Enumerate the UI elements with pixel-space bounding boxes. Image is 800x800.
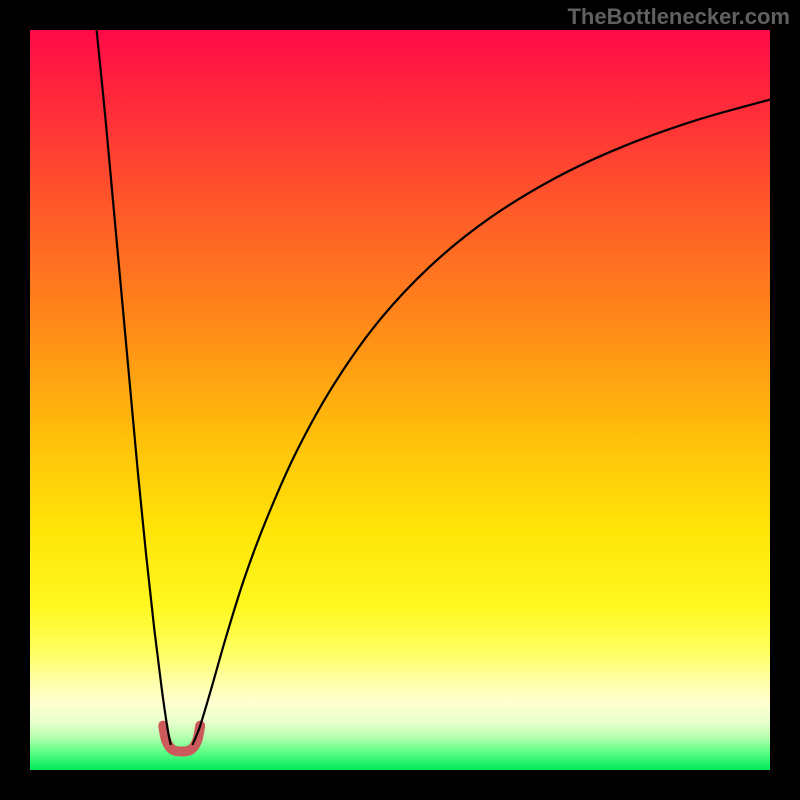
plot-area <box>30 30 770 770</box>
curve-left-branch <box>97 30 171 744</box>
watermark-text: TheBottlenecker.com <box>567 4 790 30</box>
curve-layer <box>30 30 770 770</box>
curve-right-branch <box>193 100 770 745</box>
chart-frame: TheBottlenecker.com <box>0 0 800 800</box>
